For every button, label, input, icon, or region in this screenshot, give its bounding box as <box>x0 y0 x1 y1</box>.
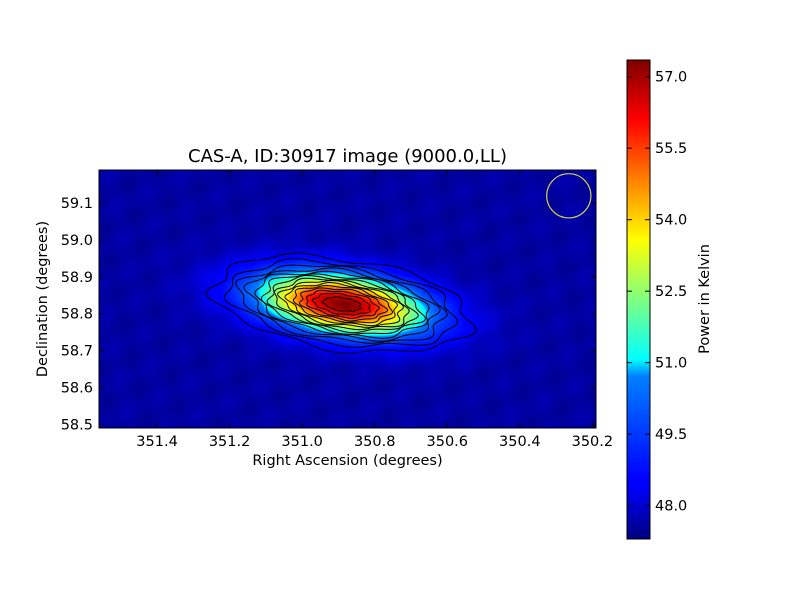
contour-line <box>254 270 430 339</box>
y-tick-label: 58.7 <box>61 344 93 360</box>
x-tick-label: 351.0 <box>281 434 323 450</box>
colorbar-tick-label: 48.0 <box>655 499 687 515</box>
contour-line <box>235 264 448 344</box>
colorbar-tick-label: 57.0 <box>655 70 687 86</box>
y-axis-label: Declination (degrees) <box>35 221 51 377</box>
x-axis-label: Right Ascension (degrees) <box>252 453 442 469</box>
contour-line <box>260 273 426 335</box>
contour-line <box>223 258 458 348</box>
colorbar: 48.0 49.5 51.0 52.5 54.0 55.5 57.0 Power in Ke… <box>626 59 713 540</box>
y-axis-ticks: 58.5 58.6 58.7 58.8 58.9 59.0 59.1 <box>61 196 596 433</box>
colorbar-gradient <box>626 59 651 540</box>
contour-line <box>205 252 477 354</box>
colorbar-tick-label: 49.5 <box>655 427 687 443</box>
contour-line <box>299 287 388 322</box>
x-tick-label: 351.2 <box>209 434 251 450</box>
colorbar-tick-label: 54.0 <box>655 213 687 229</box>
x-tick-label: 350.6 <box>427 434 469 450</box>
colorbar-tick-label: 55.5 <box>655 141 687 157</box>
contour-line <box>243 267 441 342</box>
x-tick-label: 351.4 <box>136 434 178 450</box>
contour-line <box>292 284 394 324</box>
y-tick-label: 58.6 <box>61 380 93 396</box>
contour-lines <box>205 252 477 354</box>
contour-line <box>284 281 398 327</box>
beam-circle <box>546 173 592 219</box>
contour-line <box>311 292 371 316</box>
y-tick-label: 59.0 <box>61 233 93 249</box>
contour-line <box>274 277 410 331</box>
y-tick-label: 58.5 <box>61 417 93 433</box>
plot-frame <box>98 169 597 429</box>
y-tick-label: 58.9 <box>61 270 93 286</box>
contour-line <box>321 296 362 312</box>
colorbar-tick-label: 52.5 <box>655 284 687 300</box>
colorbar-ticks: 48.0 49.5 51.0 52.5 54.0 55.5 57.0 <box>627 70 687 515</box>
x-tick-label: 350.8 <box>354 434 396 450</box>
x-tick-label: 350.2 <box>572 434 614 450</box>
contour-line <box>305 289 380 319</box>
x-tick-label: 350.4 <box>499 434 541 450</box>
colorbar-tick-label: 51.0 <box>655 356 687 372</box>
y-tick-label: 59.1 <box>61 196 93 212</box>
y-tick-label: 58.8 <box>61 307 93 323</box>
x-axis-ticks: 351.4 351.2 351.0 350.8 350.6 350.4 350.2 <box>136 170 613 450</box>
chart-title: CAS-A, ID:30917 image (9000.0,LL) <box>188 146 507 167</box>
contour-line <box>266 275 419 334</box>
contour-line <box>277 280 404 328</box>
plot-area <box>98 169 597 429</box>
colorbar-label: Power in Kelvin <box>697 244 713 354</box>
